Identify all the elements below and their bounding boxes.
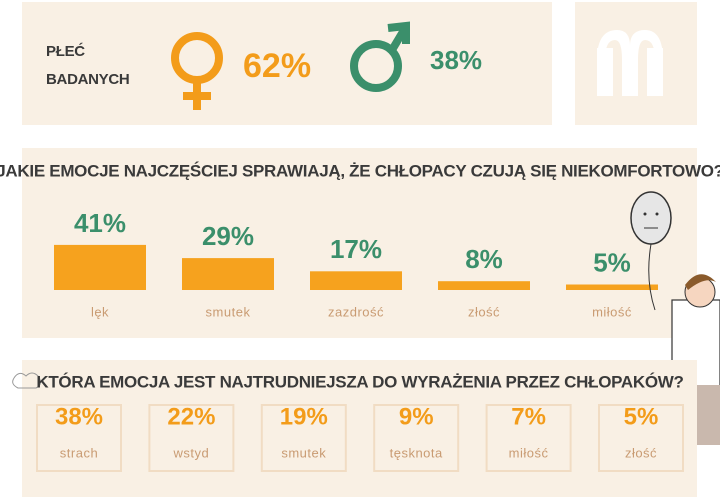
bar (438, 281, 530, 290)
item-value: 9% (399, 403, 434, 430)
bar (566, 284, 658, 290)
chart-panel (22, 148, 697, 338)
category-label: lęk (91, 304, 109, 319)
value-label: 5% (593, 247, 631, 277)
bar (182, 258, 274, 290)
item-value: 5% (624, 403, 659, 430)
item-value: 22% (167, 403, 215, 430)
balloon (630, 191, 672, 311)
item-box (148, 404, 235, 472)
gender-label: PŁEĆ (46, 42, 85, 60)
logo (597, 30, 663, 96)
item-box (485, 404, 572, 472)
value-label: 8% (465, 244, 503, 274)
item-label: miłość (509, 445, 549, 460)
item-box (598, 404, 684, 472)
value-label: 17% (330, 234, 382, 264)
item-label: tęsknota (390, 445, 443, 460)
item-label: strach (60, 445, 98, 460)
bar (310, 271, 402, 290)
cloud-icon (12, 372, 42, 389)
hardest-panel (22, 360, 697, 497)
chart-title: JAKIE EMOCJE NAJCZĘŚCIEJ SPRAWIAJĄ, ŻE C… (0, 161, 720, 180)
male-icon (350, 21, 410, 92)
item-label: smutek (281, 445, 326, 460)
hardest-title: KTÓRA EMOCJA JEST NAJTRUDNIEJSZA DO WYRA… (36, 372, 683, 391)
bar (54, 244, 146, 290)
male-pct: 38% (430, 45, 482, 75)
female-icon (171, 32, 223, 110)
item-label: wstyd (173, 445, 210, 460)
category-label: smutek (206, 304, 251, 319)
gender-label: BADANYCH (46, 71, 129, 88)
item-label: złość (625, 445, 657, 460)
item-box (260, 404, 347, 472)
item-box (36, 404, 122, 472)
category-label: zazdrość (328, 304, 384, 319)
value-label: 41% (74, 208, 126, 238)
item-value: 19% (280, 403, 328, 430)
gender-panel (22, 2, 552, 125)
category-label: miłość (592, 304, 632, 319)
female-pct: 62% (243, 47, 311, 85)
value-label: 29% (202, 221, 254, 251)
category-label: złość (468, 304, 500, 319)
item-box (373, 404, 460, 472)
item-value: 38% (55, 403, 103, 430)
item-value: 7% (511, 403, 546, 430)
